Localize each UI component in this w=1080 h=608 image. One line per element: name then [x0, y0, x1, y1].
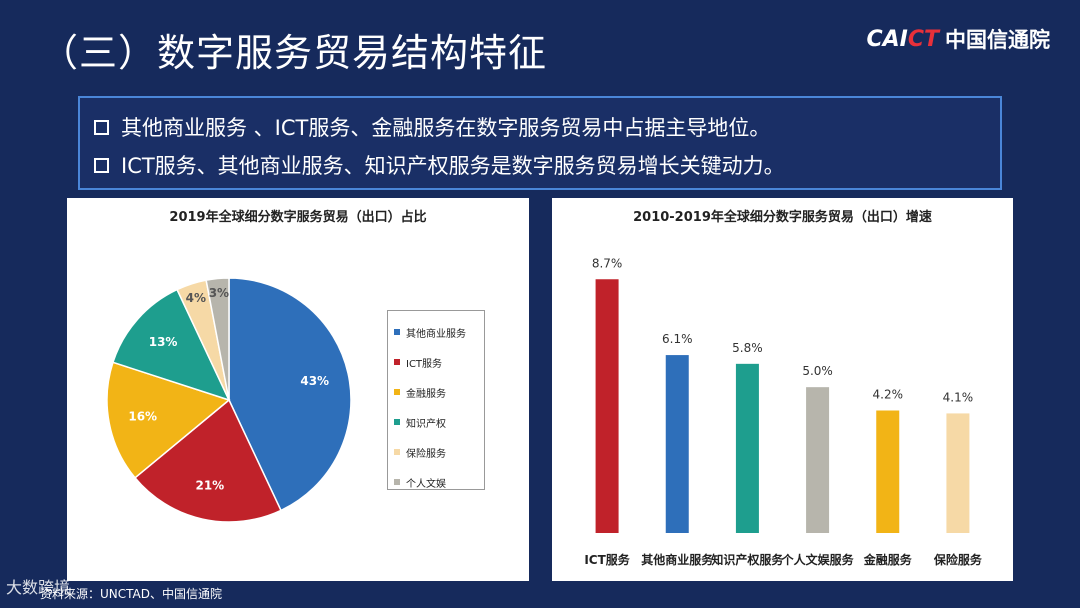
bar [876, 410, 900, 533]
pie-slice-label: 4% [186, 291, 206, 305]
pie-slice [112, 288, 231, 402]
bar-chart-panel: 8.7% ICT服务 6.1% 其他商业服务 5.8% 知识产权服务 5.0% 个人文娱服务 4… [552, 198, 1013, 581]
pie-slice [106, 361, 231, 479]
brand-mark: CAICT [866, 26, 939, 52]
bar [665, 355, 689, 533]
pie-chart-title: 2019年全球细分数字服务贸易（出口）占比 [169, 210, 427, 225]
bar [806, 387, 830, 533]
legend-item: 其他商业服务 [394, 317, 478, 347]
legend-swatch [394, 389, 400, 395]
x-tick-label: 金融服务 [863, 552, 913, 567]
watermark-logo: 大数跨境 [6, 578, 71, 597]
legend-swatch [394, 479, 400, 485]
pie-slice-label: 3% [209, 286, 229, 300]
x-tick-label: 个人文娱服务 [781, 552, 855, 567]
bar-chart-title: 2010-2019年全球细分数字服务贸易（出口）增速 [633, 210, 932, 225]
bar-value-label: 5.0% [802, 364, 833, 378]
legend-item: 金融服务 [394, 377, 478, 407]
legend-swatch [394, 359, 400, 365]
key-point: ICT服务、其他商业服务、知识产权服务是数字服务贸易增长关键动力。 [94, 148, 986, 182]
pie-slice [133, 398, 282, 523]
legend-label: 保险服务 [406, 448, 446, 460]
pie-legend: 其他商业服务 ICT服务金融服务知识产权保险服务个人文娱 [387, 310, 485, 490]
legend-label: ICT服务 [406, 358, 443, 370]
legend-swatch [394, 449, 400, 455]
bar-value-label: 5.8% [732, 341, 763, 355]
key-points-box: 其他商业服务 、ICT服务、金融服务在数字服务贸易中占据主导地位。 ICT服务、… [78, 96, 1002, 190]
legend-swatch [394, 419, 400, 425]
pie-slice [205, 277, 230, 401]
x-tick-label: 保险服务 [933, 552, 983, 567]
pie-slice [228, 277, 352, 512]
legend-label: 其他商业服务 [406, 328, 466, 340]
bar [735, 363, 759, 533]
key-point: 其他商业服务 、ICT服务、金融服务在数字服务贸易中占据主导地位。 [94, 110, 986, 144]
bar-value-label: 8.7% [592, 256, 623, 270]
legend-item: 知识产权 [394, 407, 478, 437]
source-note: 资料来源：UNCTAD、中国信通院 [40, 587, 222, 601]
checkbox-icon [94, 157, 109, 173]
pie-chart-panel: 43% 21% 16% 13% 4% 3% 2019年全球细分数字服务贸易（出口）占比 其… [67, 198, 529, 581]
x-tick-label: 知识产权服务 [710, 552, 784, 567]
bar-value-label: 6.1% [662, 332, 693, 346]
bar [595, 279, 619, 533]
legend-label: 知识产权 [406, 418, 446, 430]
page-title: （三）数字服务贸易结构特征 [40, 31, 548, 75]
bar-chart: 8.7% ICT服务 6.1% 其他商业服务 5.8% 知识产权服务 5.0% 个人文娱服务 4… [584, 256, 983, 567]
x-tick-label: 其他商业服务 [641, 552, 714, 567]
key-point-text: ICT服务、其他商业服务、知识产权服务是数字服务贸易增长关键动力。 [121, 154, 785, 178]
bar-value-label: 4.2% [873, 388, 904, 402]
legend-item: ICT服务 [394, 347, 478, 377]
legend-label: 金融服务 [406, 388, 446, 400]
brand-name: 中国信通院 [945, 28, 1050, 52]
x-tick-label: ICT服务 [584, 552, 630, 567]
bar [946, 413, 970, 533]
pie-slice-label: 21% [195, 479, 224, 493]
legend-swatch [394, 329, 400, 335]
legend-item: 个人文娱 [394, 467, 478, 497]
pie-chart: 43% 21% 16% 13% 4% 3% [106, 277, 352, 523]
bar-value-label: 4.1% [943, 390, 974, 404]
pie-slice-label: 13% [149, 335, 178, 349]
pie-slice-label: 16% [128, 409, 157, 423]
legend-item: 保险服务 [394, 437, 478, 467]
pie-slice-label: 43% [300, 374, 329, 388]
checkbox-icon [94, 119, 109, 135]
legend-label: 个人文娱 [406, 478, 446, 490]
key-point-text: 其他商业服务 、ICT服务、金融服务在数字服务贸易中占据主导地位。 [121, 116, 771, 140]
caict-logo: CAICT 中国信通院 [866, 24, 1050, 54]
